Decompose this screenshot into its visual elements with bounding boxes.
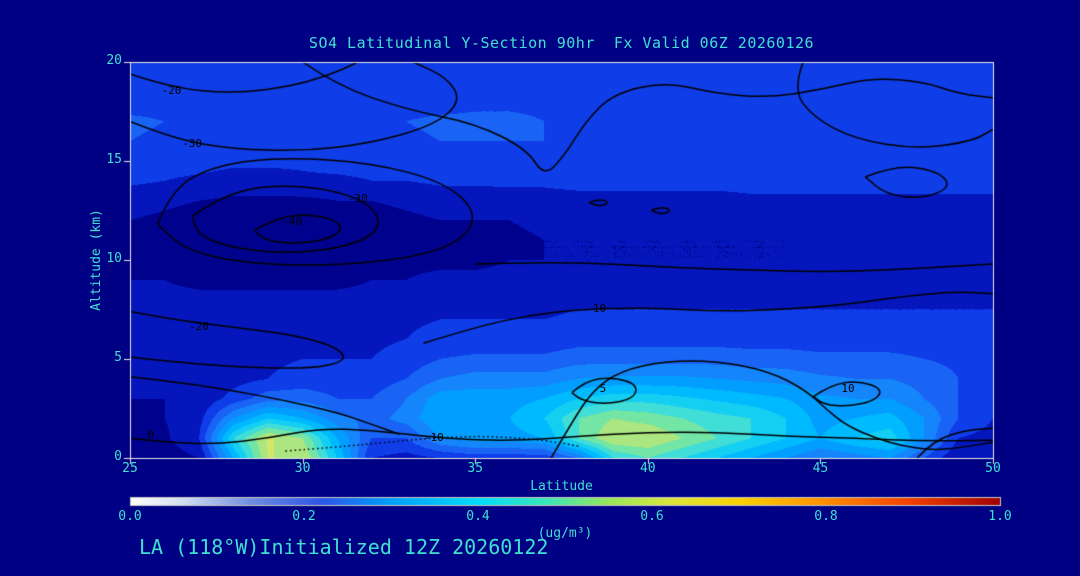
contour-label: 5 bbox=[599, 381, 607, 395]
y-tick-label: 10 bbox=[106, 251, 122, 266]
init-info-text: LA (118°W)Initialized 12Z 20260122 bbox=[139, 535, 549, 559]
y-tick-label: 20 bbox=[106, 53, 122, 68]
x-tick-label: 50 bbox=[985, 461, 1001, 476]
x-tick-label: 30 bbox=[294, 461, 311, 476]
y-tick-label: 15 bbox=[106, 152, 122, 167]
x-tick-label: 40 bbox=[639, 461, 656, 476]
contour-label: -40 bbox=[282, 215, 303, 229]
colorbar-tick-label: 0.8 bbox=[814, 509, 838, 524]
colorbar-units-label: (ug/m³) bbox=[537, 526, 593, 541]
colorbar-tick-label: 0.2 bbox=[292, 509, 316, 524]
x-tick-label: 25 bbox=[122, 461, 138, 476]
y-tick-label: 5 bbox=[114, 350, 122, 365]
x-tick-label: 35 bbox=[467, 461, 484, 476]
contour-label: 10 bbox=[841, 381, 855, 395]
contour-label: 0 bbox=[147, 428, 155, 442]
contour-label: -20 bbox=[189, 320, 209, 334]
contour-label: 10 bbox=[592, 301, 607, 315]
colorbar-tick-label: 0.0 bbox=[118, 509, 142, 524]
x-axis-label: Latitude bbox=[530, 479, 593, 494]
colorbar-tick-label: 0.6 bbox=[640, 509, 664, 524]
x-tick-label: 45 bbox=[812, 461, 829, 476]
chart-title: SO4 Latitudinal Y-Section 90hr Fx Valid … bbox=[308, 34, 815, 52]
colorbar-tick-label: 1.0 bbox=[988, 509, 1012, 524]
contour-label: -20 bbox=[161, 83, 182, 97]
colorbar-tick-label: 0.4 bbox=[466, 509, 490, 524]
y-tick-label: 0 bbox=[114, 449, 122, 464]
contour-label: -10 bbox=[423, 431, 444, 445]
contour-label: -30 bbox=[347, 191, 368, 205]
contour-label: -30 bbox=[182, 137, 203, 151]
